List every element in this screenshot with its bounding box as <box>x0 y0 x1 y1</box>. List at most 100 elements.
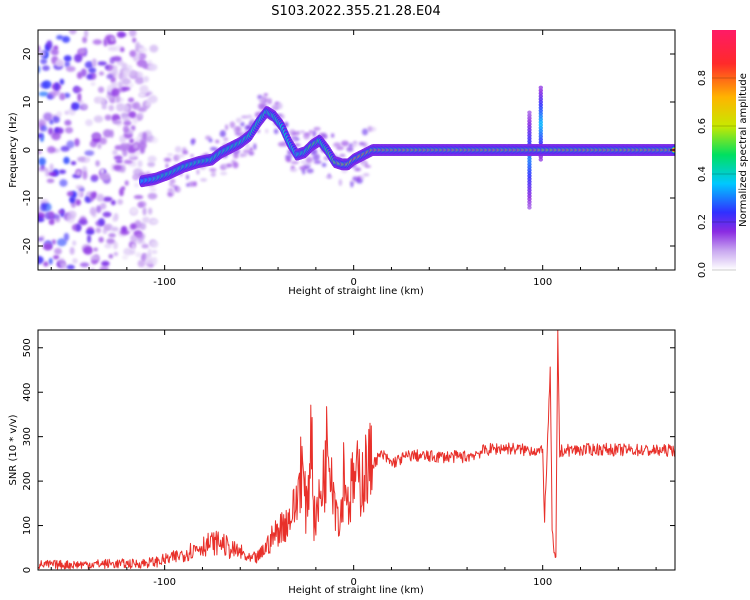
streak-blob <box>527 188 532 193</box>
x-tick-label: 100 <box>533 277 552 288</box>
colorbar-tick-label: 0.6 <box>697 118 708 134</box>
noise-blob <box>142 207 147 216</box>
y-tick-label: 400 <box>22 383 33 402</box>
noise-blob <box>127 97 135 103</box>
halo-blob <box>330 133 335 138</box>
halo-blob <box>233 152 239 159</box>
halo-blob <box>325 175 334 179</box>
halo-blob <box>321 162 327 168</box>
noise-blob <box>99 137 107 145</box>
noise-blob <box>48 220 54 225</box>
noise-blob <box>64 119 72 126</box>
noise-blob <box>102 211 112 218</box>
noise-blob <box>149 187 157 192</box>
streak-blob <box>538 157 543 162</box>
noise-blob <box>38 212 46 220</box>
spectrogram-x-axis-label: Height of straight line (km) <box>288 286 424 297</box>
noise-blob <box>72 240 77 246</box>
halo-blob <box>258 98 266 104</box>
streak-blob <box>527 205 532 210</box>
noise-blob <box>89 140 98 148</box>
streak-blob <box>538 88 543 93</box>
noise-blob <box>123 159 133 165</box>
noise-blob <box>143 266 151 270</box>
noise-blob <box>112 120 122 125</box>
streak-blob <box>527 110 532 115</box>
noise-blob <box>117 81 124 89</box>
noise-blob <box>97 86 105 93</box>
noise-blob <box>112 149 118 156</box>
halo-blob <box>248 150 255 156</box>
y-tick-label: 0 <box>22 147 33 153</box>
noise-blob <box>147 94 158 104</box>
streak-blob <box>538 117 543 122</box>
streak-blob <box>538 128 543 133</box>
noise-blob <box>123 120 132 126</box>
noise-blob <box>40 125 48 132</box>
halo-blob <box>240 115 249 119</box>
noise-blob <box>122 125 130 133</box>
halo-blob <box>235 132 240 136</box>
streak-blob <box>538 134 543 139</box>
streak-blob <box>527 165 532 170</box>
noise-blob <box>59 78 65 85</box>
noise-blob <box>38 133 44 139</box>
noise-blob <box>93 247 99 252</box>
noise-blob <box>60 262 68 270</box>
noise-blob <box>114 145 122 151</box>
noise-blob <box>129 70 136 79</box>
colorbar-scale <box>712 30 736 270</box>
streak-blob <box>527 185 532 190</box>
noise-blob <box>65 65 76 72</box>
streak-blob <box>527 199 532 204</box>
streak-blob <box>527 196 532 201</box>
noise-blob <box>103 38 108 47</box>
noise-blob <box>121 62 128 69</box>
noise-blob <box>147 63 158 72</box>
colorbar-ticks: 0.0 0.2 0.4 0.6 0.8 <box>697 70 736 278</box>
noise-blob <box>38 255 44 265</box>
halo-blob <box>190 154 194 158</box>
noise-blob <box>137 106 147 113</box>
halo-blob <box>246 114 253 119</box>
noise-blob <box>144 256 155 265</box>
spectrogram-y-axis-label: Frequency (Hz) <box>8 112 19 188</box>
noise-blob <box>128 162 138 168</box>
noise-blob <box>91 137 101 142</box>
noise-blob <box>110 35 115 42</box>
noise-blob <box>66 264 75 270</box>
noise-blob <box>151 249 158 254</box>
noise-blob <box>75 191 83 198</box>
noise-blob <box>100 202 107 210</box>
noise-blob <box>51 48 59 56</box>
noise-blob <box>131 243 136 251</box>
noise-blob <box>136 233 143 238</box>
streak-blob <box>527 159 532 164</box>
noise-blob <box>101 260 110 267</box>
halo-blob <box>285 154 292 159</box>
streak-blob <box>527 124 532 129</box>
halo-blob <box>175 155 181 159</box>
noise-blob <box>75 223 82 232</box>
halo-blob <box>209 168 217 172</box>
halo-blob <box>367 125 373 133</box>
halo-blob <box>351 143 358 148</box>
noise-blob <box>38 149 43 155</box>
noise-blob <box>40 203 47 212</box>
streak-blob <box>527 127 532 132</box>
halo-blob <box>171 190 175 195</box>
halo-blob <box>356 176 361 182</box>
snr-y-ticks: 0 100 200 300 400 500 <box>22 338 675 573</box>
noise-blob <box>87 234 92 244</box>
noise-blob <box>147 161 156 168</box>
streak-blob <box>538 91 543 96</box>
noise-blob <box>132 142 140 150</box>
noise-blob <box>38 65 41 74</box>
streak-blob <box>538 137 543 142</box>
noise-blob <box>138 141 147 150</box>
halo-blob <box>338 179 343 187</box>
x-tick-label: -100 <box>153 577 176 588</box>
noise-blob <box>47 146 56 154</box>
noise-blob <box>43 112 53 122</box>
noise-blob <box>64 61 71 68</box>
